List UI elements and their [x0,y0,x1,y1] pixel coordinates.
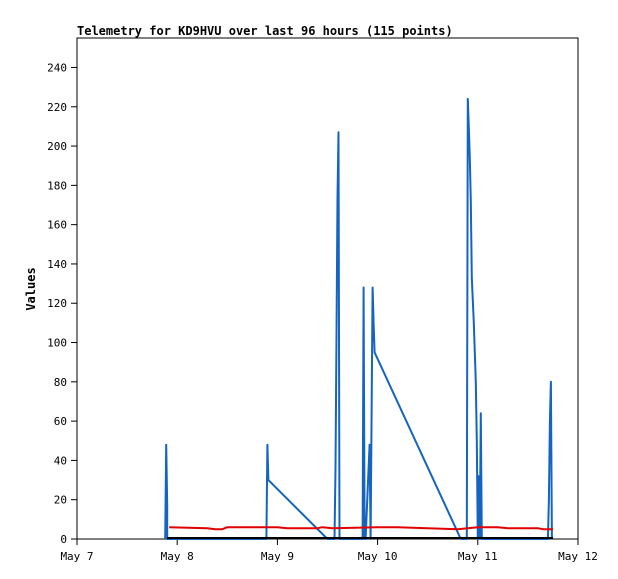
x-tick-label: May 10 [358,550,398,563]
y-tick-label: 140 [47,258,67,271]
y-tick-label: 0 [60,533,67,546]
series-line-1 [164,97,553,540]
y-tick-label: 100 [47,337,67,350]
x-tick-label: May 11 [458,550,498,563]
x-tick-label: May 9 [261,550,294,563]
y-tick-label: 40 [54,454,67,467]
y-tick-label: 60 [54,415,67,428]
x-tick-label: May 7 [60,550,93,563]
series-layer [164,97,553,540]
y-tick-label: 200 [47,140,67,153]
chart-title: Telemetry for KD9HVU over last 96 hours … [77,24,453,38]
y-axis-ticks: 0 20 40 60 80 100 120 140 160 180 200 220 240 [47,61,77,546]
x-tick-label: May 8 [161,550,194,563]
y-tick-label: 20 [54,494,67,507]
series-line-2 [169,526,553,531]
plot-frame [76,37,579,540]
y-tick-label: 80 [54,376,67,389]
y-tick-label: 180 [47,179,67,192]
y-tick-label: 160 [47,219,67,232]
y-tick-label: 120 [47,297,67,310]
y-tick-label: 220 [47,101,67,114]
x-axis-ticks: May 7 May 8 May 9 May 10 May 11 May 12 [60,539,598,563]
y-tick-label: 240 [47,61,67,74]
x-tick-label: May 12 [558,550,598,563]
y-axis-label: Values [24,267,38,310]
